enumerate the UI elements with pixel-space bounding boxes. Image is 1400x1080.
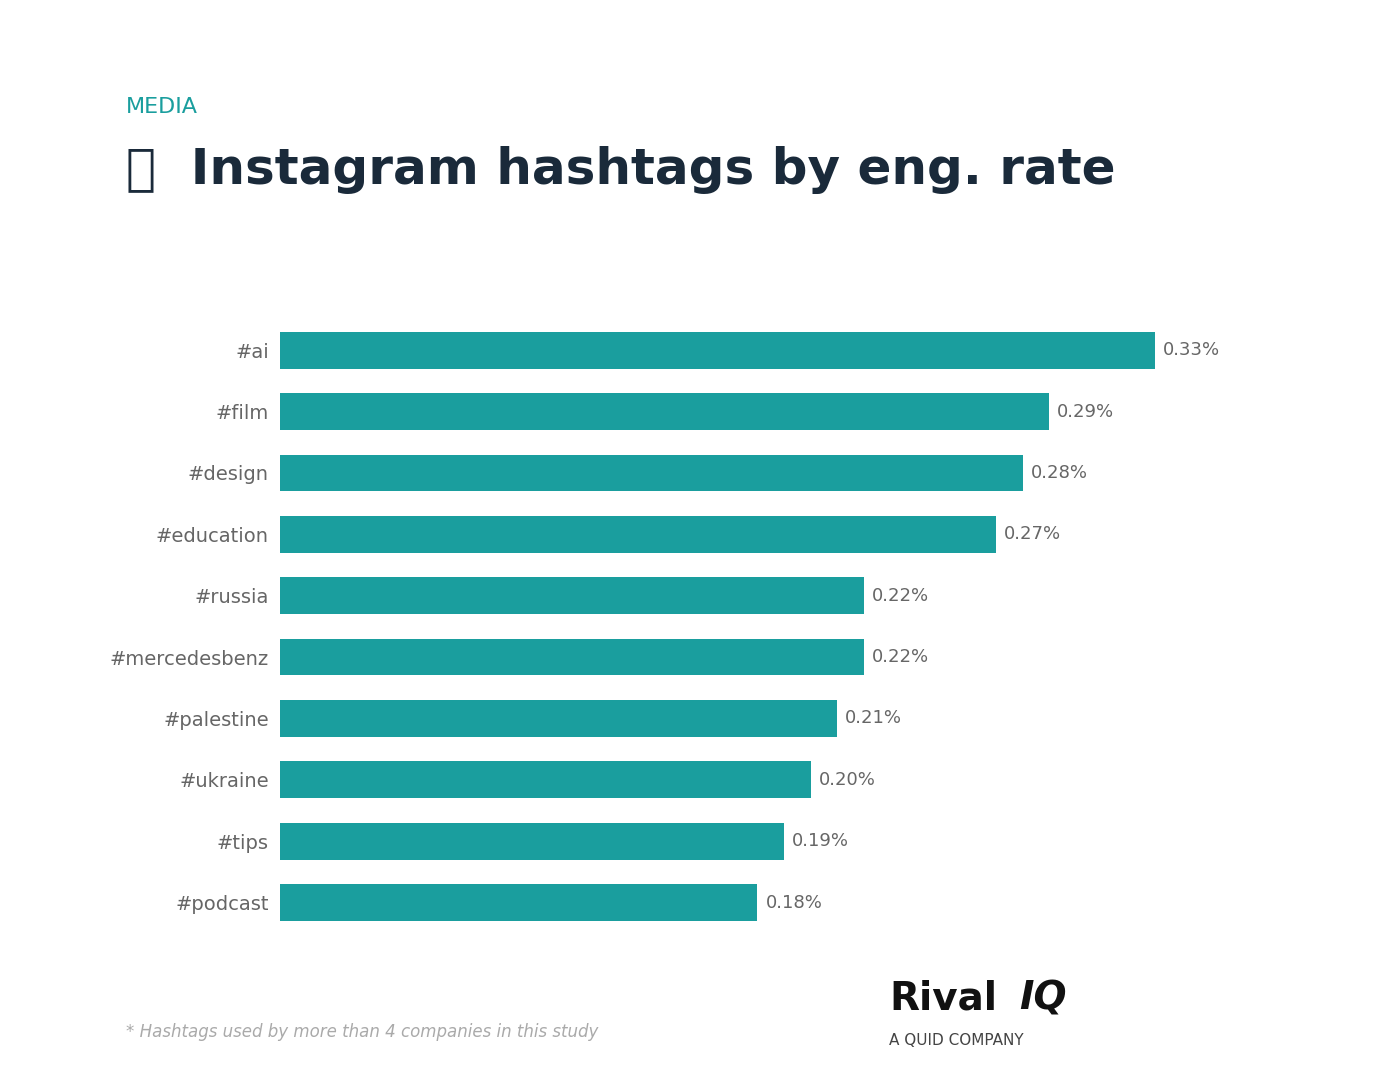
Text: 0.20%: 0.20% (819, 771, 875, 788)
Text: Rival: Rival (889, 980, 997, 1017)
Text: 0.28%: 0.28% (1030, 464, 1088, 482)
Text: Ⓢ  Instagram hashtags by eng. rate: Ⓢ Instagram hashtags by eng. rate (126, 146, 1116, 193)
Text: 0.33%: 0.33% (1163, 341, 1221, 360)
Bar (280, 700, 837, 737)
Bar (280, 823, 784, 860)
Text: 0.29%: 0.29% (1057, 403, 1114, 420)
Text: A QUID COMPANY: A QUID COMPANY (889, 1034, 1023, 1049)
Bar (280, 393, 1049, 430)
Text: 0.21%: 0.21% (846, 710, 902, 728)
Text: IQ: IQ (1019, 980, 1067, 1017)
Text: 0.27%: 0.27% (1004, 525, 1061, 543)
Bar (280, 885, 757, 921)
Text: 0.18%: 0.18% (766, 893, 822, 912)
Text: 0.22%: 0.22% (872, 586, 928, 605)
Text: 0.22%: 0.22% (872, 648, 928, 666)
Bar (280, 578, 864, 615)
Bar (280, 455, 1023, 491)
Text: * Hashtags used by more than 4 companies in this study: * Hashtags used by more than 4 companies… (126, 1023, 598, 1041)
Bar (280, 516, 997, 553)
Bar (280, 761, 811, 798)
Text: MEDIA: MEDIA (126, 97, 197, 118)
Bar (280, 332, 1155, 368)
Bar (280, 638, 864, 675)
Text: 0.19%: 0.19% (792, 833, 848, 850)
